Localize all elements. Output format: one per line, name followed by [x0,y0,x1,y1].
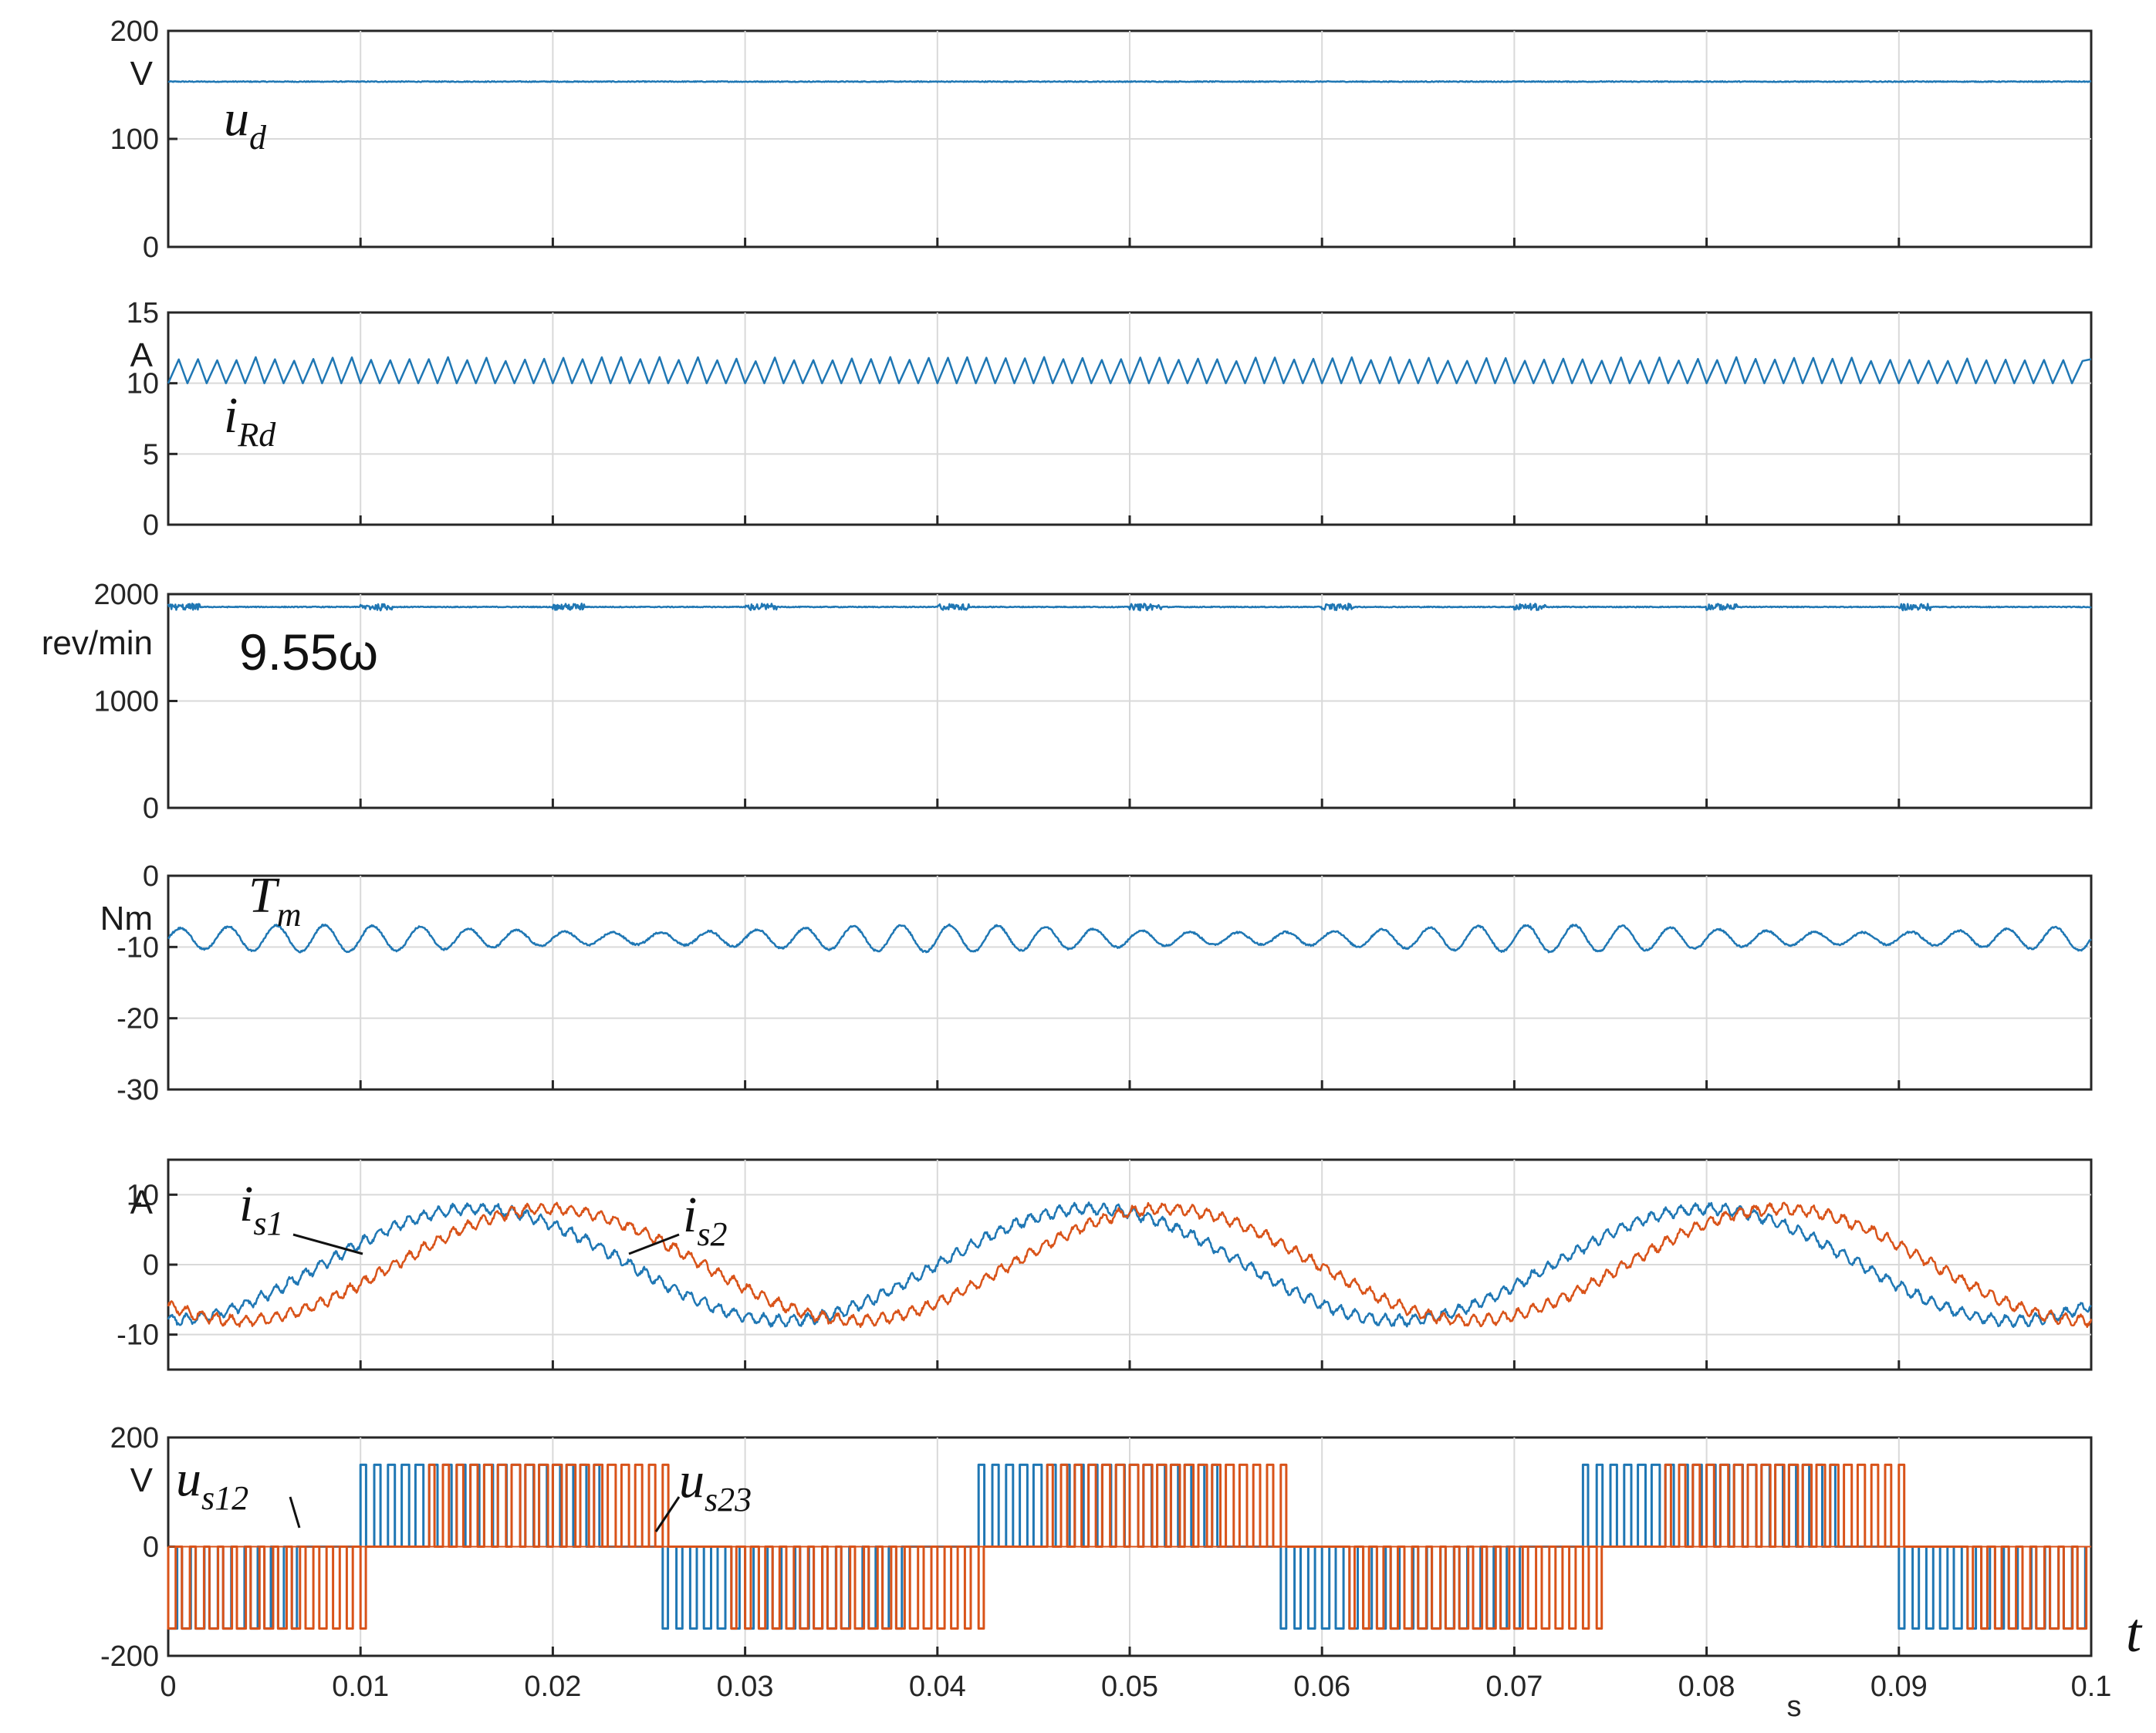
panel-Tm: 0 -10 -20 -30 Nm [100,860,2093,1106]
panel-ud: 200 100 0 V [110,15,2093,264]
y-tick-label: 0 [143,1532,159,1564]
y-tick-label: 10 [127,1179,159,1211]
leader-is1 [292,1233,363,1255]
x-tick-label: 0.03 [717,1671,774,1703]
y-tick-label: -30 [117,1074,159,1106]
y-tick-label: 0 [143,860,159,893]
y-tick-label: 15 [127,297,159,329]
y-tick-label: 2000 [93,579,159,611]
series-line-Tm [167,923,2092,954]
label-is1: is1 [239,1176,283,1242]
x-axis-label: s [1787,1691,1802,1723]
leader-us23 [654,1496,681,1532]
time-axis-label: t [2126,1602,2143,1664]
x-tick-label: 0.02 [524,1671,581,1703]
label-ud: ud [224,90,267,157]
y-tick-label: -10 [117,931,159,964]
y-unit-label: Nm [100,900,153,937]
x-tick-label: 0.07 [1485,1671,1543,1703]
y-tick-label: -200 [100,1640,159,1673]
x-tick-label: 0 [160,1671,176,1703]
label-us12: us12 [176,1451,248,1517]
y-unit-label: V [130,55,154,93]
label-iRd: iRd [224,387,276,454]
label-speed: 9.55ω [239,623,378,681]
series-line-iRd [167,356,2092,384]
y-unit-label: V [130,1461,154,1499]
panel-iRd: 15 10 5 0 A [127,297,2093,542]
y-tick-label: 5 [143,438,159,471]
y-tick-label: 0 [143,792,159,825]
x-tick-label: 0.06 [1293,1671,1350,1703]
label-is2: is2 [683,1187,727,1253]
series-line-955 [167,603,2092,612]
y-tick-label: 0 [143,509,159,542]
y-tick-label: 0 [143,231,159,264]
series-line-ud [167,79,2092,83]
panels: 2001000V151050A200010000rev/min0-10-20-3… [42,15,2112,1723]
y-tick-label: -20 [117,1003,159,1035]
leader-is2 [628,1233,680,1255]
panel-speed: 2000 1000 0 rev/min [42,579,2093,825]
y-tick-label: 10 [127,368,159,400]
x-tick-label: 0.08 [1678,1671,1735,1703]
y-unit-label: rev/min [42,624,153,662]
y-tick-label: -10 [117,1319,159,1352]
y-tick-label: 200 [110,15,159,48]
label-Tm: Tm [248,867,302,934]
y-tick-label: 0 [143,1249,159,1282]
x-tick-label: 0.09 [1870,1671,1928,1703]
series-line-is2 [167,1201,2093,1329]
signal-labels: ud iRd 9.55ω Tm is1 is2 us12 us23 t [176,90,2143,1664]
panel-is: 10 0 -10 A [117,1158,2093,1371]
x-tick-label: 0.04 [909,1671,966,1703]
x-tick-label: 0.01 [332,1671,389,1703]
y-tick-label: 100 [110,123,159,156]
y-unit-label: A [130,336,154,374]
y-unit-label: A [130,1184,154,1221]
leader-us12 [289,1496,301,1529]
x-tick-label: 0.1 [2071,1671,2112,1703]
series-line-us23 [167,1463,2088,1630]
y-tick-label: 200 [110,1422,159,1454]
label-us23: us23 [679,1452,752,1518]
y-tick-label: 1000 [93,686,159,718]
x-tick-label: 0.05 [1101,1671,1158,1703]
